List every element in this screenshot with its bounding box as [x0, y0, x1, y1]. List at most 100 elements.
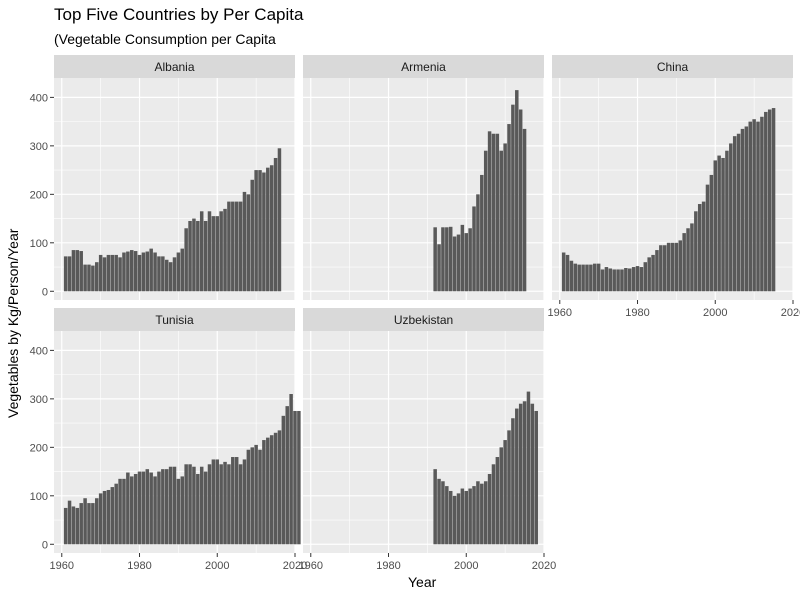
x-tick-label: 1960	[299, 560, 323, 572]
bar	[744, 126, 749, 292]
bar	[122, 252, 126, 292]
bar	[713, 160, 718, 292]
bar	[518, 109, 523, 292]
x-tick-label: 1980	[376, 560, 400, 572]
y-tick-label: 400	[30, 92, 48, 104]
bar	[437, 478, 441, 545]
bar	[565, 254, 570, 292]
bar	[176, 478, 181, 545]
bar	[106, 254, 111, 292]
bar	[250, 447, 254, 545]
bar	[433, 227, 437, 292]
bar	[114, 483, 118, 545]
bar	[118, 257, 122, 292]
bar	[250, 179, 254, 292]
bar	[460, 224, 465, 292]
bar	[75, 507, 80, 545]
strip-armenia	[303, 55, 544, 78]
bar	[515, 408, 519, 545]
bar	[184, 464, 188, 545]
bar	[79, 251, 83, 292]
strip-label-uzbekistan: Uzbekistan	[394, 313, 453, 327]
y-tick-label: 0	[42, 286, 48, 298]
bar	[168, 262, 173, 292]
bar	[180, 248, 185, 292]
bar	[67, 500, 72, 545]
bar	[441, 227, 445, 292]
bar	[468, 228, 472, 292]
bar	[277, 148, 282, 292]
bar	[476, 194, 480, 292]
bar	[129, 250, 134, 292]
bar	[75, 250, 80, 292]
bar	[491, 133, 496, 292]
bar	[577, 264, 581, 292]
bar	[258, 449, 262, 545]
bar	[709, 174, 714, 292]
chart-subtitle: (Vegetable Consumption per Capita	[54, 31, 276, 47]
y-tick-label: 200	[30, 189, 48, 201]
bar	[133, 473, 138, 545]
bar	[203, 220, 208, 292]
strip-albania	[54, 55, 295, 78]
bar	[764, 111, 768, 292]
bar	[67, 256, 72, 292]
bar	[211, 216, 216, 292]
bar	[600, 269, 605, 292]
bar	[678, 240, 683, 292]
bar	[281, 415, 286, 545]
chart-title: Top Five Countries by Per Capita	[54, 5, 304, 24]
bar	[110, 487, 115, 545]
bar	[674, 242, 679, 292]
bar	[448, 490, 453, 545]
bar	[227, 464, 231, 545]
bar	[133, 251, 138, 292]
bar	[269, 435, 274, 545]
bar	[433, 469, 437, 545]
bar	[215, 216, 220, 292]
bar	[192, 466, 196, 545]
bar	[581, 264, 585, 292]
bar	[254, 170, 258, 292]
bar	[246, 194, 251, 292]
bar	[472, 486, 476, 545]
bar	[639, 267, 644, 292]
x-tick-label: 2000	[205, 560, 229, 572]
bar	[491, 464, 496, 545]
bar	[157, 471, 161, 545]
bar	[620, 269, 624, 292]
bar	[149, 472, 153, 545]
bar	[437, 244, 441, 292]
bar	[717, 155, 721, 292]
bar	[666, 242, 671, 292]
bar	[137, 254, 142, 292]
bar	[114, 254, 118, 292]
bar	[254, 444, 258, 545]
bar	[507, 124, 511, 292]
panel-tunisia: Tunisia 0 100 200 300 400 1960 1980 2000 2020	[30, 308, 307, 572]
bar	[258, 170, 262, 292]
y-tick-label: 300	[30, 141, 48, 153]
bar	[215, 459, 220, 545]
bar	[153, 476, 157, 545]
bar	[122, 478, 126, 545]
bar	[293, 410, 297, 545]
bar	[445, 486, 449, 545]
bar	[196, 220, 200, 292]
bar	[721, 157, 725, 292]
bar	[740, 128, 745, 292]
bar	[448, 226, 453, 292]
bar	[238, 464, 243, 545]
x-tick-label: 1960	[50, 560, 74, 572]
bar	[172, 257, 177, 292]
x-tick-label: 2020	[283, 560, 307, 572]
bar	[199, 211, 204, 292]
bar	[219, 211, 223, 292]
y-tick-label: 100	[30, 491, 48, 503]
bar	[616, 269, 620, 292]
x-tick-label: 2000	[703, 307, 727, 319]
bar	[102, 257, 107, 292]
bar	[223, 208, 227, 292]
bar	[227, 201, 231, 292]
bar	[223, 461, 227, 545]
